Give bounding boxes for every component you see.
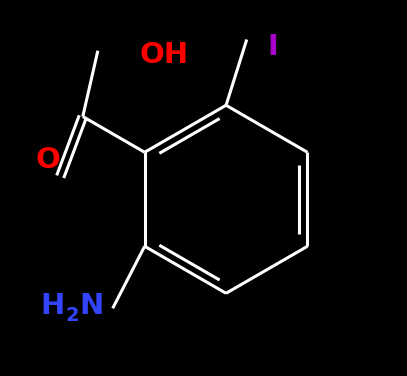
Text: O: O [35,146,60,174]
Text: I: I [268,33,278,61]
Text: OH: OH [140,41,189,68]
Text: 2: 2 [66,306,79,325]
Text: N: N [79,293,104,320]
Text: H: H [40,293,64,320]
